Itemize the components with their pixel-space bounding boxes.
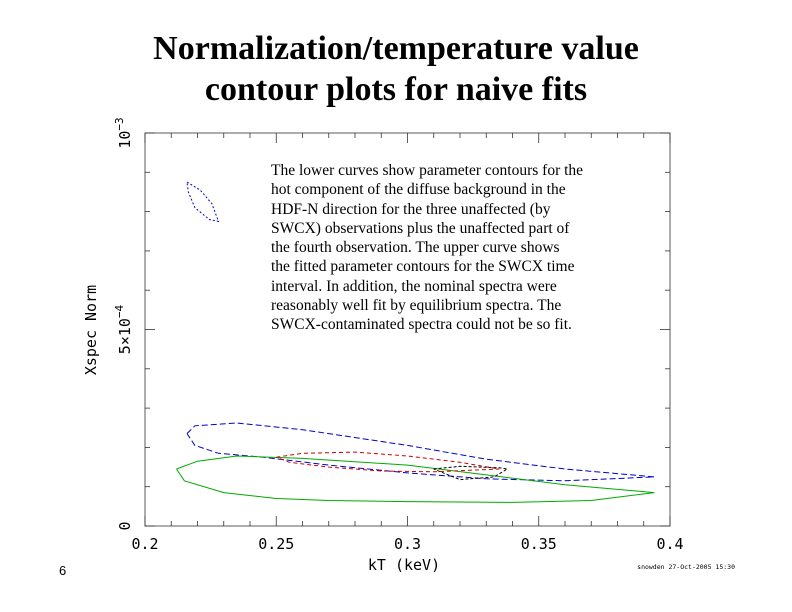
page-number: 6 [59,563,67,578]
caption-line: the fitted parameter contours for the SW… [271,258,575,276]
y-axis-label-group: Xspec Norm [82,285,100,375]
caption-line: HDF-N direction for the three unaffected… [271,200,551,218]
contour-series [176,455,655,503]
slide-title-line-2: contour plots for naive fits [204,71,588,108]
axis-ticks [144,132,671,527]
slide-title: Normalization/temperature value contour … [0,28,792,110]
slide-title-line-1: Normalization/temperature value [153,30,639,67]
contour-series [276,451,500,473]
contour-series [433,465,509,481]
contour-series [186,422,655,482]
y-tick-label: 10−3 [113,117,134,148]
y-tick-exponent: −4 [113,304,126,318]
x-axis-label: kT (keV) [368,556,440,574]
caption-line: reasonably well fit by equilibrium spect… [271,297,562,315]
x-tick-label: 0.2 [131,535,158,553]
contour-series [186,181,220,223]
caption-line: SWCX-contaminated spectra could not be s… [271,316,572,334]
x-tick-label: 0.3 [394,535,421,553]
x-tick-label: 0.35 [521,535,557,553]
series-layer [176,181,655,503]
y-tick-label-group: 5×10−4 [113,304,134,354]
y-tick-label-group: 0 [116,521,134,530]
y-axis-label: Xspec Norm [82,285,100,375]
caption-line: interval. In addition, the nominal spect… [271,277,557,295]
caption-line: the fourth observation. The upper curve … [271,239,560,257]
y-tick-exponent: −3 [113,117,126,130]
y-tick-label: 5×10−4 [113,304,134,354]
caption-line: The lower curves show parameter contours… [271,162,584,179]
caption-line: SWCX) observations plus the unaffected p… [271,219,570,237]
x-tick-label: 0.4 [656,535,683,553]
y-tick-label-group: 10−3 [113,117,134,148]
plot-timestamp: snowden 27-Oct-2005 15:30 [637,563,735,571]
y-tick-label: 0 [116,521,134,530]
caption-line: hot component of the diffuse background … [271,181,566,199]
caption-text: The lower curves show parameter contours… [271,161,666,335]
x-tick-label: 0.25 [258,535,294,553]
